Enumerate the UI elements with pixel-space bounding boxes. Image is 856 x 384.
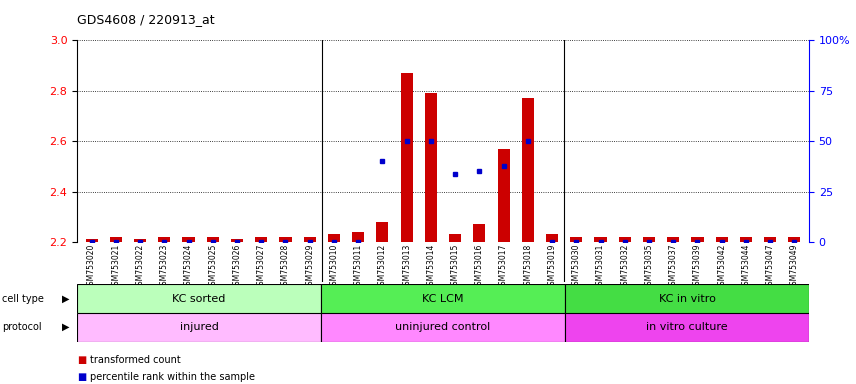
Text: GSM753023: GSM753023 — [160, 244, 169, 290]
Text: GDS4608 / 220913_at: GDS4608 / 220913_at — [77, 13, 215, 26]
Bar — [764, 237, 776, 242]
Bar — [565, 284, 809, 313]
Bar — [619, 237, 631, 242]
Bar — [182, 237, 194, 242]
Text: GSM753010: GSM753010 — [330, 244, 338, 290]
Bar — [377, 222, 389, 242]
Bar — [401, 73, 413, 242]
Bar — [86, 239, 98, 242]
Bar — [497, 149, 509, 242]
Bar — [304, 237, 316, 242]
Text: GSM753027: GSM753027 — [257, 244, 265, 290]
Text: GSM753025: GSM753025 — [208, 244, 217, 290]
Bar — [206, 237, 219, 242]
Bar — [425, 93, 437, 242]
Text: transformed count: transformed count — [90, 355, 181, 365]
Bar — [449, 234, 461, 242]
Text: cell type: cell type — [2, 294, 44, 304]
Text: GSM753029: GSM753029 — [306, 244, 314, 290]
Text: in vitro culture: in vitro culture — [646, 322, 728, 333]
Text: GSM753047: GSM753047 — [765, 244, 775, 290]
Text: GSM753016: GSM753016 — [475, 244, 484, 290]
Text: GSM753028: GSM753028 — [281, 244, 290, 290]
Bar — [231, 239, 243, 242]
Text: GSM753030: GSM753030 — [572, 244, 580, 290]
Bar — [594, 237, 607, 242]
Text: GSM753026: GSM753026 — [233, 244, 241, 290]
Text: GSM753012: GSM753012 — [377, 244, 387, 290]
Bar — [788, 237, 800, 242]
Bar — [352, 232, 364, 242]
Bar — [643, 237, 655, 242]
Bar — [77, 313, 321, 342]
Text: GSM753019: GSM753019 — [548, 244, 556, 290]
Text: GSM753031: GSM753031 — [596, 244, 605, 290]
Text: GSM753032: GSM753032 — [621, 244, 629, 290]
Bar — [565, 313, 809, 342]
Text: GSM753013: GSM753013 — [402, 244, 411, 290]
Text: GSM753020: GSM753020 — [87, 244, 96, 290]
Bar — [77, 284, 321, 313]
Text: GSM753022: GSM753022 — [135, 244, 145, 290]
Text: ▶: ▶ — [62, 322, 69, 332]
Text: GSM753011: GSM753011 — [354, 244, 363, 290]
Text: GSM753044: GSM753044 — [741, 244, 751, 290]
Text: injured: injured — [180, 322, 218, 333]
Text: GSM753017: GSM753017 — [499, 244, 508, 290]
Bar — [570, 237, 582, 242]
Bar — [110, 237, 122, 242]
Bar — [667, 237, 680, 242]
Text: GSM753039: GSM753039 — [693, 244, 702, 290]
Text: GSM753014: GSM753014 — [426, 244, 436, 290]
Text: ■: ■ — [77, 372, 86, 382]
Bar — [740, 237, 752, 242]
Bar — [321, 284, 565, 313]
Text: GSM753024: GSM753024 — [184, 244, 193, 290]
Text: ■: ■ — [77, 355, 86, 365]
Bar — [158, 237, 170, 242]
Text: KC in vitro: KC in vitro — [658, 293, 716, 304]
Bar — [473, 224, 485, 242]
Bar — [546, 234, 558, 242]
Bar — [716, 237, 728, 242]
Text: GSM753042: GSM753042 — [717, 244, 726, 290]
Text: protocol: protocol — [2, 322, 41, 332]
Text: KC LCM: KC LCM — [422, 293, 464, 304]
Text: GSM753021: GSM753021 — [111, 244, 121, 290]
Bar — [328, 234, 340, 242]
Bar — [134, 239, 146, 242]
Text: GSM753037: GSM753037 — [669, 244, 678, 290]
Text: GSM753015: GSM753015 — [450, 244, 460, 290]
Bar — [692, 237, 704, 242]
Text: percentile rank within the sample: percentile rank within the sample — [90, 372, 255, 382]
Bar — [255, 237, 267, 242]
Bar — [279, 237, 292, 242]
Text: KC sorted: KC sorted — [172, 293, 226, 304]
Bar — [321, 313, 565, 342]
Text: GSM753035: GSM753035 — [645, 244, 653, 290]
Text: uninjured control: uninjured control — [395, 322, 490, 333]
Text: GSM753049: GSM753049 — [790, 244, 799, 290]
Text: ▶: ▶ — [62, 294, 69, 304]
Text: GSM753018: GSM753018 — [523, 244, 532, 290]
Bar — [522, 98, 534, 242]
